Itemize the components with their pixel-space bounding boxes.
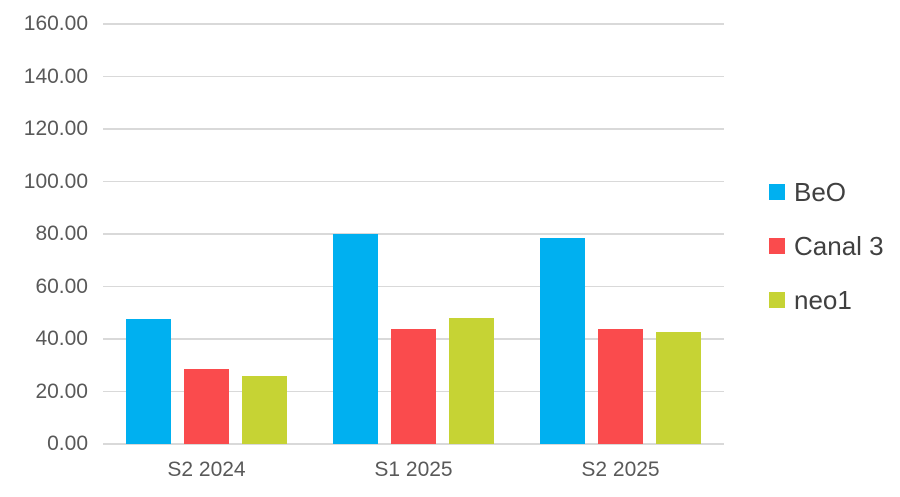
y-tick-label: 100.00 [23, 169, 88, 193]
y-tick-label: 60.00 [35, 274, 88, 298]
bar-canal-3-s2-2025 [598, 329, 643, 444]
legend-swatch-icon [769, 292, 785, 308]
legend-swatch-icon [769, 184, 785, 200]
bar-neo1-s1-2025 [449, 318, 494, 444]
gridline [103, 128, 724, 130]
bar-neo1-s2-2025 [656, 332, 701, 444]
gridline [103, 285, 724, 288]
bar-beo-s1-2025 [333, 234, 378, 444]
bar-neo1-s2-2024 [242, 375, 287, 444]
legend-item-canal-3: Canal 3 [769, 232, 884, 260]
bar-beo-s2-2025 [540, 238, 585, 444]
bar-canal-3-s1-2025 [391, 328, 436, 444]
y-tick-label: 140.00 [23, 64, 88, 88]
y-tick-label: 80.00 [35, 222, 88, 245]
gridline [103, 233, 724, 235]
legend-swatch-icon [769, 238, 785, 254]
bar-canal-3-s2-2024 [184, 369, 229, 444]
y-tick-label: 20.00 [35, 379, 88, 403]
gridline [103, 23, 724, 25]
legend-label: BeO [794, 177, 847, 207]
gridline [103, 180, 724, 183]
y-tick-label: 160.00 [23, 12, 88, 35]
legend-item-beo: BeO [769, 178, 846, 206]
legend-item-neo1: neo1 [769, 286, 852, 314]
x-category-label: S1 2025 [374, 458, 453, 481]
y-tick-label: 120.00 [23, 117, 88, 140]
legend-label: neo1 [794, 285, 852, 315]
y-tick-label: 40.00 [35, 327, 88, 350]
x-category-label: S2 2025 [581, 458, 660, 481]
legend-label: Canal 3 [794, 231, 884, 261]
gridline [103, 75, 724, 78]
bar-beo-s2-2024 [126, 319, 171, 444]
x-category-label: S2 2024 [167, 458, 246, 481]
y-tick-label: 0.00 [47, 432, 88, 455]
